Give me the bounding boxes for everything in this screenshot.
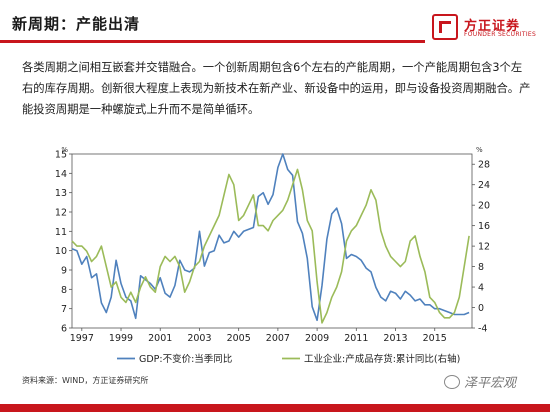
right-unit-label: % <box>476 146 483 154</box>
legend-label: 工业企业:产成品存货:累计同比(右轴) <box>304 353 460 365</box>
left-tick-label: 14 <box>55 169 67 180</box>
logo-text-cn: 方正证券 <box>464 19 521 34</box>
left-tick-label: 15 <box>55 150 67 161</box>
x-tick-label: 2007 <box>266 333 290 344</box>
x-tick-label: 2003 <box>187 333 211 344</box>
right-tick-label: 16 <box>478 221 490 232</box>
right-tick-label: 28 <box>478 160 490 171</box>
slide-title: 新周期：产能出清 <box>12 15 141 33</box>
left-tick-label: 10 <box>55 246 67 257</box>
bottom-bar <box>0 404 550 412</box>
slide-body-text: 各类周期之间相互嵌套并交错融合。一个创新周期包含6个左右的产能周期，一个产能周期… <box>22 61 531 116</box>
logo-text-en: FOUNDER SECURITIES <box>464 31 537 38</box>
left-tick-label: 9 <box>61 266 67 277</box>
legend-label: GDP:不变价:当季同比 <box>139 353 232 365</box>
watermark: 泽平宏观 <box>444 372 516 391</box>
left-tick-label: 8 <box>61 285 67 296</box>
right-tick-label: 20 <box>478 201 490 212</box>
x-tick-label: 2013 <box>383 333 407 344</box>
watermark-text: 泽平宏观 <box>464 376 517 391</box>
chart-svg: 6 7 8 9 10 11 12 13 14 15 -4 0 4 8 12 16 20 24 28% % 1997 199… <box>55 146 490 365</box>
left-tick-label: 13 <box>55 188 67 199</box>
company-logo: 方正证券 FOUNDER SECURITIES <box>432 14 542 44</box>
left-tick-label: 7 <box>61 304 67 315</box>
left-tick-label: 12 <box>55 208 67 219</box>
right-tick-label: 24 <box>478 180 490 191</box>
plot-frame <box>71 153 473 329</box>
title-underline <box>0 40 425 43</box>
wechat-icon <box>444 374 460 389</box>
right-tick-label: 12 <box>478 242 490 253</box>
x-tick-label: 2009 <box>305 333 329 344</box>
left-tick-label: 6 <box>61 324 67 335</box>
x-tick-label: 1997 <box>70 333 94 344</box>
left-tick-label: 11 <box>55 227 67 238</box>
source-note: 资料来源：WIND，方正证券研究所 <box>22 376 149 385</box>
x-tick-label: 2015 <box>423 333 447 344</box>
x-tick-label: 2001 <box>148 333 172 344</box>
x-tick-label: 2011 <box>344 333 368 344</box>
dual-axis-line-chart: 6 7 8 9 10 11 12 13 14 15 -4 0 4 8 12 16 20 24 28%% 1997 199… <box>32 142 512 372</box>
right-tick-label: 4 <box>478 283 484 294</box>
left-unit-label: % <box>61 146 68 154</box>
right-tick-label: -4 <box>478 324 487 335</box>
slide-header: 新周期：产能出清 方正证券 FOUNDER SECURITIES <box>0 0 550 52</box>
founder-logo-icon <box>432 14 458 40</box>
x-tick-label: 2005 <box>227 333 251 344</box>
x-tick-label: 1999 <box>109 333 133 344</box>
right-tick-label: 8 <box>478 262 484 273</box>
inventory-series-line <box>71 168 470 324</box>
right-tick-label: 0 <box>478 303 484 314</box>
